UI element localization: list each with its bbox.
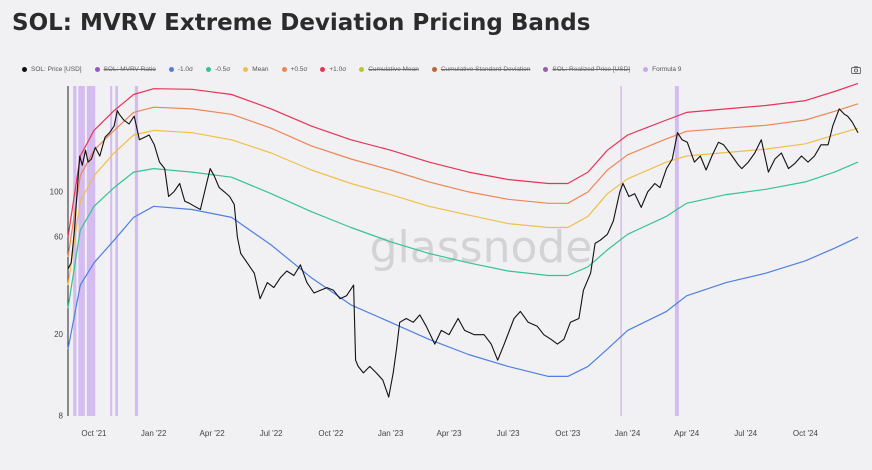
legend-label: Formula 9 [652, 65, 682, 73]
legend-item[interactable]: Cumulative Mean [359, 66, 419, 73]
legend-item[interactable]: Formula 9 [643, 66, 681, 73]
legend-dot [359, 66, 365, 72]
formula9-band [620, 86, 622, 416]
legend-dot [22, 66, 27, 72]
legend-label: +0.5σ [290, 65, 308, 73]
x-tick-label: Oct '22 [318, 429, 344, 438]
legend-dot [94, 66, 100, 72]
band-line [67, 205, 859, 377]
x-tick-label: Oct '23 [555, 429, 581, 438]
legend-item[interactable]: SOL: MVRV Ratio [94, 65, 156, 73]
legend-label: -0.5σ [215, 65, 231, 73]
x-tick-label: Oct '24 [793, 429, 819, 438]
legend-label: -1.0σ [177, 65, 194, 73]
formula9-band [73, 86, 77, 416]
legend-dot [281, 66, 287, 72]
formula9-band [134, 86, 139, 416]
legend-label: Cumulative Standard Deviation [440, 65, 531, 73]
x-tick-label: Oct '21 [81, 429, 107, 438]
legend-dot [206, 66, 212, 72]
legend-item[interactable]: -0.5σ [206, 66, 230, 73]
legend-item[interactable]: +1.0σ [320, 66, 346, 73]
legend-item[interactable]: SOL: Price [USD] [22, 66, 82, 73]
y-tick-label: 100 [50, 187, 64, 196]
x-tick-label: Jan '22 [141, 429, 167, 438]
legend-label: SOL: MVRV Ratio [103, 65, 156, 73]
x-tick-label: Jul '23 [497, 429, 520, 438]
x-tick-label: Apr '23 [436, 429, 462, 438]
y-tick-label: 60 [54, 233, 63, 242]
formula9-band [115, 86, 118, 416]
watermark: glassnode [370, 222, 593, 273]
formula9-band [86, 86, 96, 416]
legend-dot [168, 66, 174, 72]
page-title: SOL: MVRV Extreme Deviation Pricing Band… [12, 10, 591, 36]
legend-label: SOL: Price [USD] [31, 65, 82, 73]
band-line [67, 161, 859, 309]
legend-label: +1.0σ [329, 65, 347, 73]
legend-dot [431, 66, 437, 72]
legend-item[interactable]: +0.5σ [281, 65, 308, 73]
legend-item[interactable]: Cumulative Standard Deviation [431, 65, 531, 73]
x-tick-label: Apr '22 [200, 429, 226, 438]
y-tick-label: 20 [54, 330, 63, 339]
formula9-band [78, 86, 85, 416]
formula9-band [674, 86, 679, 416]
legend-dot [243, 66, 249, 72]
legend-dot [643, 66, 649, 72]
x-tick-label: Jul '22 [260, 429, 283, 438]
legend-item[interactable]: SOL: Realized Price [USD] [543, 66, 630, 73]
x-tick-label: Apr '24 [674, 429, 700, 438]
camera-icon[interactable] [851, 66, 861, 74]
legend-dot [543, 66, 549, 72]
legend-item[interactable]: Mean [243, 65, 269, 73]
band-line [67, 103, 859, 258]
band-line [67, 82, 859, 238]
legend-label: Mean [252, 65, 269, 73]
formula9-band [110, 86, 113, 416]
x-tick-label: Jan '24 [615, 429, 641, 438]
legend-label: Cumulative Mean [368, 65, 419, 73]
x-tick-label: Jul '24 [734, 429, 757, 438]
x-tick-label: Jan '23 [378, 429, 404, 438]
legend-dot [320, 66, 326, 72]
chart-legend: SOL: Price [USD] SOL: MVRV Ratio -1.0σ -0.5… [22, 62, 681, 76]
legend-item[interactable]: -1.0σ [168, 65, 194, 73]
price-line [67, 108, 859, 398]
legend-label: SOL: Realized Price [USD] [552, 65, 631, 73]
y-tick-label: 8 [59, 412, 64, 421]
